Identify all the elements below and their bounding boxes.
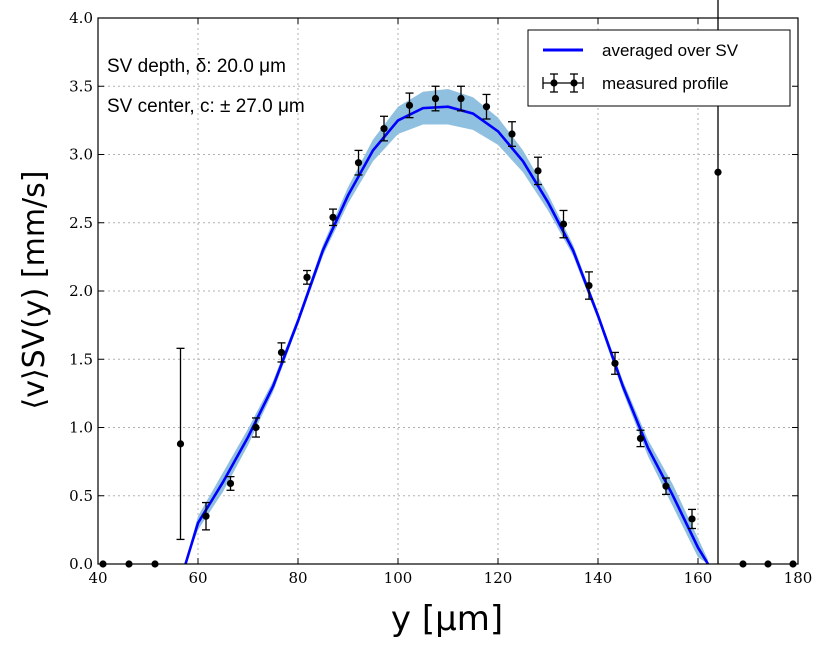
data-point bbox=[585, 281, 593, 290]
data-point bbox=[482, 103, 491, 111]
data-point bbox=[277, 348, 286, 357]
data-point bbox=[202, 512, 210, 520]
legend: averaged over SV measured profile bbox=[527, 29, 791, 107]
data-point bbox=[714, 168, 722, 176]
legend-box bbox=[527, 29, 791, 107]
y-tick-label: 3.5 bbox=[69, 77, 93, 95]
data-point bbox=[662, 482, 670, 490]
data-point bbox=[636, 434, 645, 443]
y-tick-label: 1.5 bbox=[69, 350, 93, 368]
x-axis-label: y [μm] bbox=[391, 599, 503, 639]
data-point bbox=[457, 94, 465, 103]
data-point bbox=[176, 440, 185, 448]
data-point bbox=[508, 130, 516, 138]
legend-errorbar-swatch bbox=[542, 73, 584, 93]
y-tick-label: 3.0 bbox=[69, 146, 93, 164]
y-tick-label: 0.5 bbox=[69, 487, 93, 505]
x-tick-label: 180 bbox=[784, 569, 813, 587]
x-tick-label: 40 bbox=[88, 569, 107, 587]
x-tick-label: 120 bbox=[484, 569, 513, 587]
y-tick-label: 0.0 bbox=[69, 555, 93, 573]
data-point bbox=[226, 479, 235, 488]
data-point bbox=[252, 423, 260, 432]
y-tick-label: 1.0 bbox=[69, 419, 93, 437]
data-point bbox=[559, 220, 568, 228]
ticks-layer: 40 60 80 100 120 140 160 180 0.0 0.5 1.0 1.5 2.0 2.5 3… bbox=[69, 9, 812, 587]
x-tick-label: 160 bbox=[684, 569, 713, 587]
x-tick-label: 80 bbox=[288, 569, 307, 587]
data-point bbox=[405, 101, 414, 109]
band-layer bbox=[185, 89, 708, 564]
y-tick-label: 4.0 bbox=[69, 9, 93, 27]
x-tick-label: 60 bbox=[188, 569, 207, 587]
line-layer bbox=[184, 105, 710, 565]
legend-label-averaged: averaged over SV bbox=[602, 41, 739, 60]
data-point bbox=[354, 159, 363, 167]
data-point bbox=[303, 273, 311, 281]
x-tick-label: 140 bbox=[584, 569, 613, 587]
x-tick-label: 100 bbox=[384, 569, 413, 587]
y-axis-label: ⟨v⟩SV(y) [mm/s] bbox=[17, 170, 52, 409]
y-tick-label: 2.5 bbox=[69, 214, 93, 232]
data-point bbox=[688, 515, 696, 523]
data-point bbox=[329, 213, 337, 221]
data-point bbox=[611, 359, 619, 367]
data-point bbox=[534, 167, 542, 175]
averaged-line bbox=[184, 105, 710, 565]
legend-label-measured: measured profile bbox=[602, 74, 729, 93]
annotation-depth: SV depth, δ: 20.0 μm bbox=[107, 56, 286, 77]
y-tick-label: 2.0 bbox=[69, 282, 93, 300]
data-point bbox=[431, 94, 440, 103]
annotation-center: SV center, c: ± 27.0 μm bbox=[107, 96, 305, 117]
uncertainty-band bbox=[185, 89, 708, 564]
data-point bbox=[380, 124, 388, 133]
